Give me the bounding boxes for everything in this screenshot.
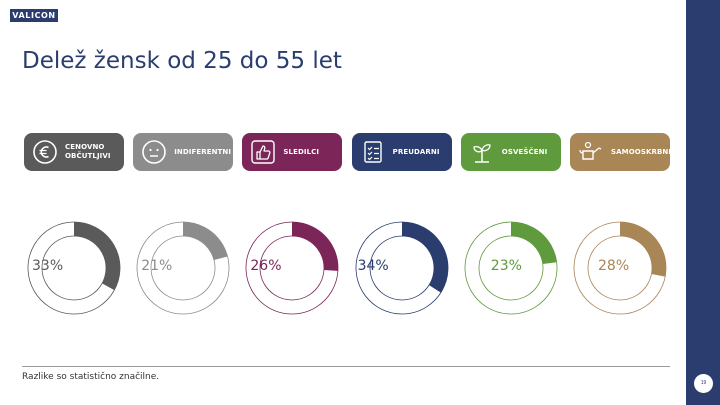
segment-label-line: SLEDILCI: [283, 147, 320, 156]
checklist-icon: [360, 139, 386, 165]
donut-value-label: 33%: [32, 258, 64, 274]
footnote: Razlike so statistično značilne.: [22, 372, 160, 382]
donut-chart: 28%: [570, 218, 670, 318]
segment-label-line: OBČUTLJIVI: [65, 152, 111, 160]
seedling-icon: [469, 139, 495, 165]
donut-value-label: 21%: [141, 258, 173, 274]
page-number: 19: [694, 374, 713, 393]
segment-label: CENOVNO OBČUTLJIVI: [65, 143, 111, 161]
segment-strip: CENOVNO OBČUTLJIVI INDIFERENTNI SLEDILCI PRE…: [24, 133, 671, 171]
donut-slice: [401, 222, 448, 293]
donut-slice: [74, 222, 121, 291]
segment-card: SLEDILCI: [242, 133, 343, 171]
page-title: Delež žensk od 25 do 55 let: [22, 48, 342, 74]
segment-card: PREUDARNI: [351, 133, 452, 171]
segment-card: CENOVNO OBČUTLJIVI: [24, 133, 124, 171]
donut-chart: 21%: [133, 218, 233, 318]
donut-value-label: 26%: [250, 258, 282, 274]
donut-value-label: 34%: [357, 258, 389, 274]
segment-label-line: SAMOOSKRBNI: [611, 147, 672, 156]
segment-label: PREUDARNI: [393, 148, 440, 157]
segment-label-line: PREUDARNI: [392, 147, 440, 156]
segment-card: SAMOOSKRBNI: [570, 133, 671, 171]
donut-slice: [183, 222, 228, 261]
segment-card: INDIFERENTNI: [133, 133, 234, 171]
euro-icon: [32, 139, 58, 165]
segment-label-line: INDIFERENTNI: [174, 147, 232, 156]
donut-chart: 34%: [352, 218, 452, 318]
donut-chart: 23%: [461, 218, 561, 318]
donut-chart: 26%: [242, 218, 342, 318]
thumbs-up-icon: [250, 139, 276, 165]
footer-divider: [22, 366, 670, 367]
segment-label: INDIFERENTNI: [174, 148, 231, 157]
side-bar: [686, 0, 720, 405]
segment-label: SLEDILCI: [283, 148, 319, 157]
neutral-face-icon: [141, 139, 167, 165]
donut-slice: [510, 222, 557, 264]
segment-label-line: CENOVNO: [65, 143, 105, 151]
segment-label: SAMOOSKRBNI: [611, 148, 671, 157]
segment-label: OSVEŠČENI: [502, 148, 548, 157]
donut-slice: [292, 222, 339, 271]
donut-value-label: 28%: [598, 258, 630, 274]
valicon-logo: VALICON: [10, 9, 58, 22]
segment-label-line: OSVEŠČENI: [501, 147, 548, 156]
segment-card: OSVEŠČENI: [460, 133, 561, 171]
donut-value-label: 23%: [490, 258, 522, 274]
donut-slice: [620, 222, 666, 277]
donut-chart: 33%: [24, 218, 124, 318]
watering-can-icon: [578, 139, 604, 165]
donut-chart-row: 33% 21% 26% 34% 23% 28%: [24, 218, 670, 318]
